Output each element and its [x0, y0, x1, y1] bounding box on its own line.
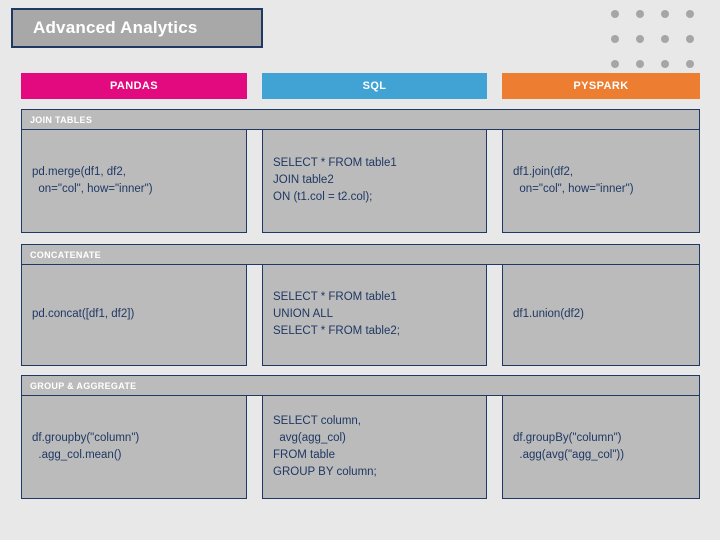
- cell-join-pandas: pd.merge(df1, df2, on="col", how="inner"…: [21, 128, 247, 233]
- code-snippet: df1.join(df2, on="col", how="inner"): [513, 165, 634, 195]
- cell-join-sql: SELECT * FROM table1 JOIN table2 ON (t1.…: [262, 128, 487, 233]
- column-header-pyspark: PYSPARK: [502, 73, 700, 99]
- dot: [611, 60, 619, 68]
- code-snippet: df.groupby("column") .agg_col.mean(): [32, 431, 140, 461]
- cell-concat-sql: SELECT * FROM table1 UNION ALL SELECT * …: [262, 263, 487, 366]
- dot: [661, 35, 669, 43]
- code-snippet: pd.concat([df1, df2]): [32, 308, 135, 320]
- cell-group-pyspark: df.groupBy("column") .agg(avg("agg_col")…: [502, 394, 700, 499]
- dot: [686, 35, 694, 43]
- dot: [661, 10, 669, 18]
- section-header-bar: GROUP & AGGREGATE: [21, 375, 700, 396]
- column-header-pandas: PANDAS: [21, 73, 247, 99]
- code-snippet: SELECT column, avg(agg_col) FROM table G…: [273, 414, 377, 478]
- code-snippet: df1.union(df2): [513, 308, 584, 320]
- section-label: CONCATENATE: [30, 249, 101, 260]
- section-header-bar: CONCATENATE: [21, 244, 700, 265]
- dot: [636, 35, 644, 43]
- dot: [636, 10, 644, 18]
- slide-title-box: Advanced Analytics: [11, 8, 263, 48]
- dot: [611, 10, 619, 18]
- column-header-label: PANDAS: [109, 80, 159, 92]
- column-header-label: SQL: [362, 80, 387, 92]
- dot: [636, 60, 644, 68]
- dot: [611, 35, 619, 43]
- section-label: JOIN TABLES: [30, 114, 93, 125]
- cell-group-sql: SELECT column, avg(agg_col) FROM table G…: [262, 394, 487, 499]
- code-snippet: pd.merge(df1, df2, on="col", how="inner"…: [32, 165, 153, 195]
- column-header-sql: SQL: [262, 73, 487, 99]
- column-header-label: PYSPARK: [573, 80, 629, 92]
- page-title: Advanced Analytics: [33, 18, 198, 37]
- section-label: GROUP & AGGREGATE: [30, 380, 137, 391]
- dot: [686, 10, 694, 18]
- section-header-bar: JOIN TABLES: [21, 109, 700, 130]
- cell-concat-pyspark: df1.union(df2): [502, 263, 700, 366]
- code-snippet: SELECT * FROM table1 UNION ALL SELECT * …: [273, 291, 400, 337]
- cell-concat-pandas: pd.concat([df1, df2]): [21, 263, 247, 366]
- cell-group-pandas: df.groupby("column") .agg_col.mean(): [21, 394, 247, 499]
- cell-join-pyspark: df1.join(df2, on="col", how="inner"): [502, 128, 700, 233]
- dot: [686, 60, 694, 68]
- dots-decoration: [611, 10, 694, 68]
- code-snippet: SELECT * FROM table1 JOIN table2 ON (t1.…: [273, 157, 397, 203]
- code-snippet: df.groupBy("column") .agg(avg("agg_col")…: [513, 431, 625, 461]
- dot: [661, 60, 669, 68]
